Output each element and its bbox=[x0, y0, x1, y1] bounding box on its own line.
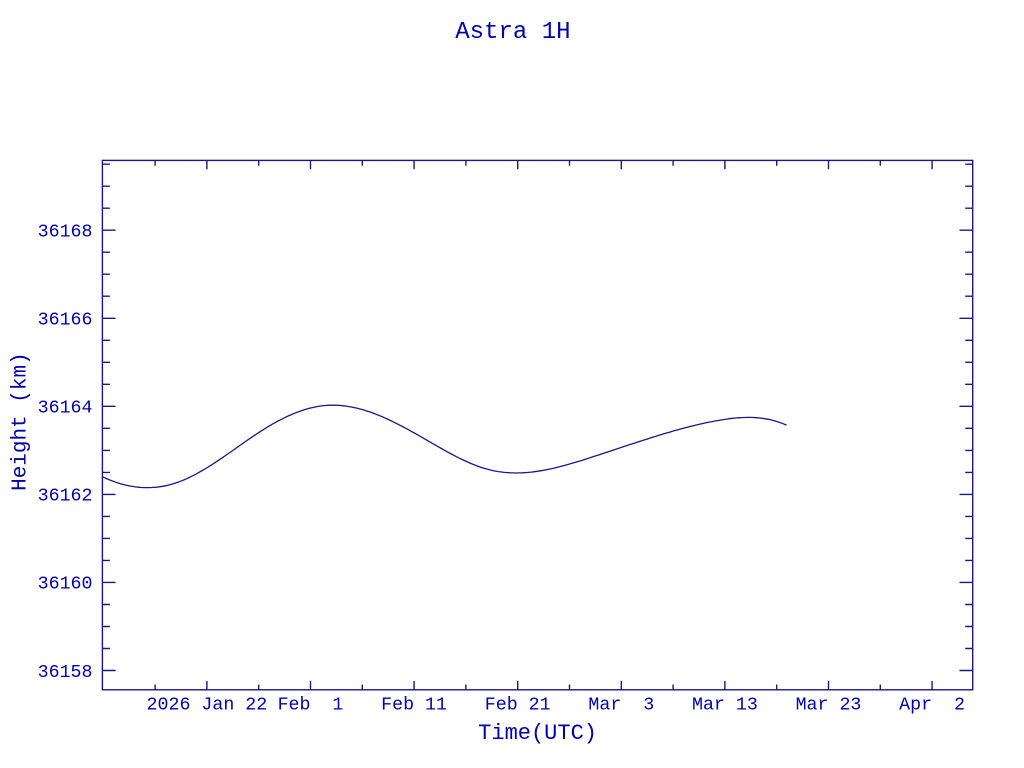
svg-text:36160: 36160 bbox=[38, 575, 93, 595]
svg-text:Astra 1H: Astra 1H bbox=[455, 19, 570, 46]
svg-text:36166: 36166 bbox=[38, 311, 93, 331]
svg-text:36158: 36158 bbox=[38, 663, 93, 683]
svg-text:36168: 36168 bbox=[38, 223, 93, 243]
svg-text:Mar 3: Mar 3 bbox=[588, 696, 654, 716]
svg-text:Time(UTC): Time(UTC) bbox=[478, 721, 597, 746]
svg-text:2026 Jan 22: 2026 Jan 22 bbox=[147, 696, 268, 716]
svg-text:Apr 2: Apr 2 bbox=[899, 696, 965, 716]
svg-text:Mar 23: Mar 23 bbox=[796, 696, 862, 716]
svg-text:Mar 13: Mar 13 bbox=[692, 696, 758, 716]
svg-text:36162: 36162 bbox=[38, 487, 93, 507]
svg-text:Height (km): Height (km) bbox=[10, 352, 33, 491]
svg-text:Feb 1: Feb 1 bbox=[278, 696, 344, 716]
svg-text:Feb 11: Feb 11 bbox=[381, 696, 447, 716]
svg-text:Feb 21: Feb 21 bbox=[485, 696, 551, 716]
svg-text:36164: 36164 bbox=[38, 399, 93, 419]
